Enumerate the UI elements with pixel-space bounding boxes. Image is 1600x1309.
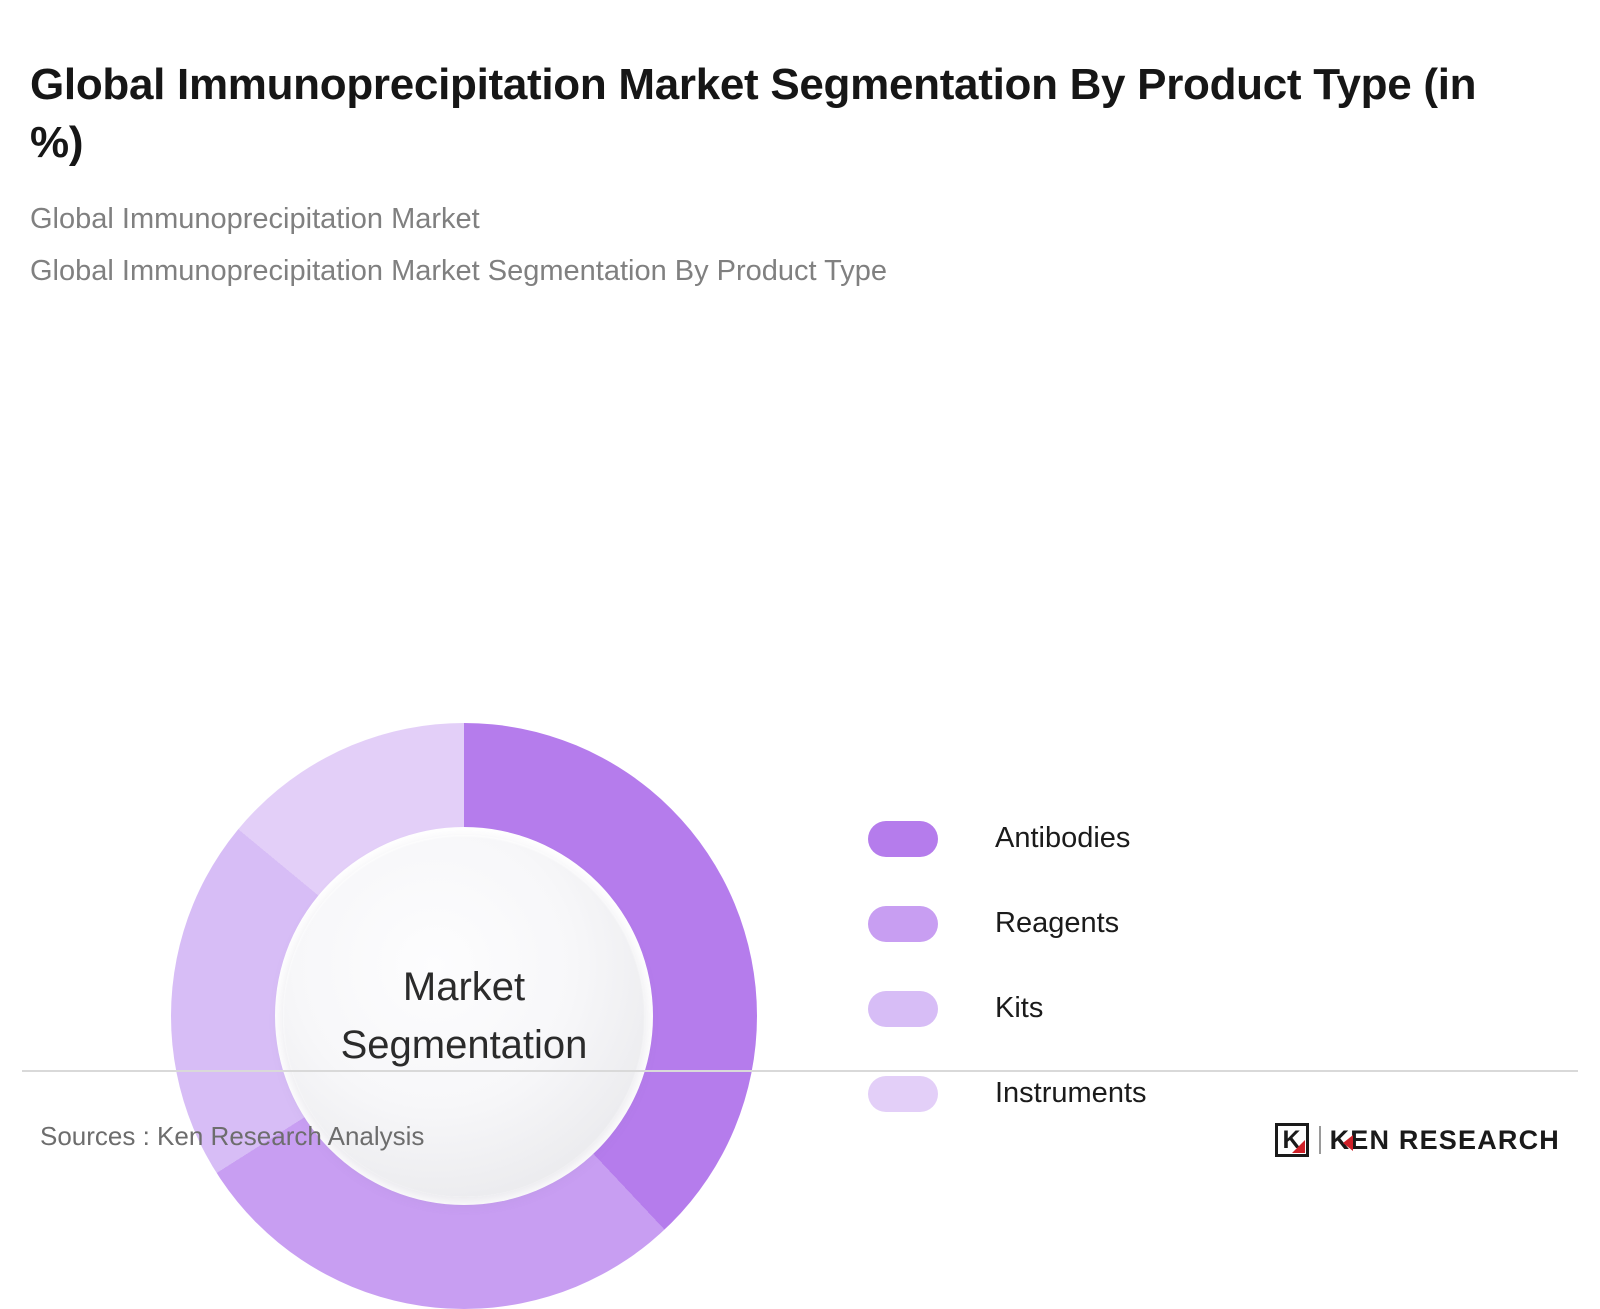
chart-header: Global Immunoprecipitation Market Segmen…	[0, 0, 1600, 293]
center-label-line2: Segmentation	[340, 1022, 588, 1067]
legend-swatch-icon	[868, 905, 938, 942]
logo-mark-icon: K	[1274, 1123, 1309, 1157]
ken-research-logo: K KEN RESEARCH	[1274, 1123, 1560, 1157]
legend-item-label: Kits	[995, 992, 1044, 1025]
logo-wordmark-text: KEN RESEARCH	[1329, 1124, 1560, 1155]
legend-item-label: Antibodies	[995, 822, 1131, 855]
legend-swatch-icon	[868, 1075, 938, 1112]
legend-swatch-icon	[868, 990, 938, 1027]
logo-divider	[1318, 1126, 1321, 1154]
logo-text-accent-icon	[1342, 1134, 1353, 1151]
logo-accent-triangle-icon	[1291, 1140, 1305, 1153]
page-title: Global Immunoprecipitation Market Segmen…	[30, 60, 1477, 168]
chart-body: Market Segmentation Antibodies Reagents Ki…	[0, 293, 1600, 1309]
logo-wordmark: KEN RESEARCH	[1329, 1124, 1560, 1155]
sources-note: Sources : Ken Research Analysis	[40, 1120, 425, 1151]
legend-item-label: Reagents	[995, 907, 1120, 940]
legend-swatch-icon	[868, 820, 938, 857]
legend-item[interactable]: Instruments	[868, 1068, 1288, 1120]
legend-item[interactable]: Reagents	[868, 898, 1288, 950]
legend-item[interactable]: Kits	[868, 983, 1288, 1035]
chart-subtitle-secondary: Global Immunoprecipitation Market Segmen…	[30, 255, 888, 288]
center-label-line1: Market	[402, 964, 526, 1009]
chart-footer: Sources : Ken Research Analysis K KEN RE…	[22, 1070, 1578, 1200]
donut-center-label: Market Segmentation	[283, 834, 645, 1197]
donut-chart: Market Segmentation	[171, 722, 757, 1309]
legend-item[interactable]: Antibodies	[868, 813, 1288, 865]
legend-item-label: Instruments	[995, 1077, 1147, 1110]
chart-legend: Antibodies Reagents Kits Instruments	[868, 813, 1288, 1153]
chart-subtitle-primary: Global Immunoprecipitation Market	[30, 203, 480, 236]
subtitle-block: Global Immunoprecipitation Market Global…	[30, 198, 1540, 293]
